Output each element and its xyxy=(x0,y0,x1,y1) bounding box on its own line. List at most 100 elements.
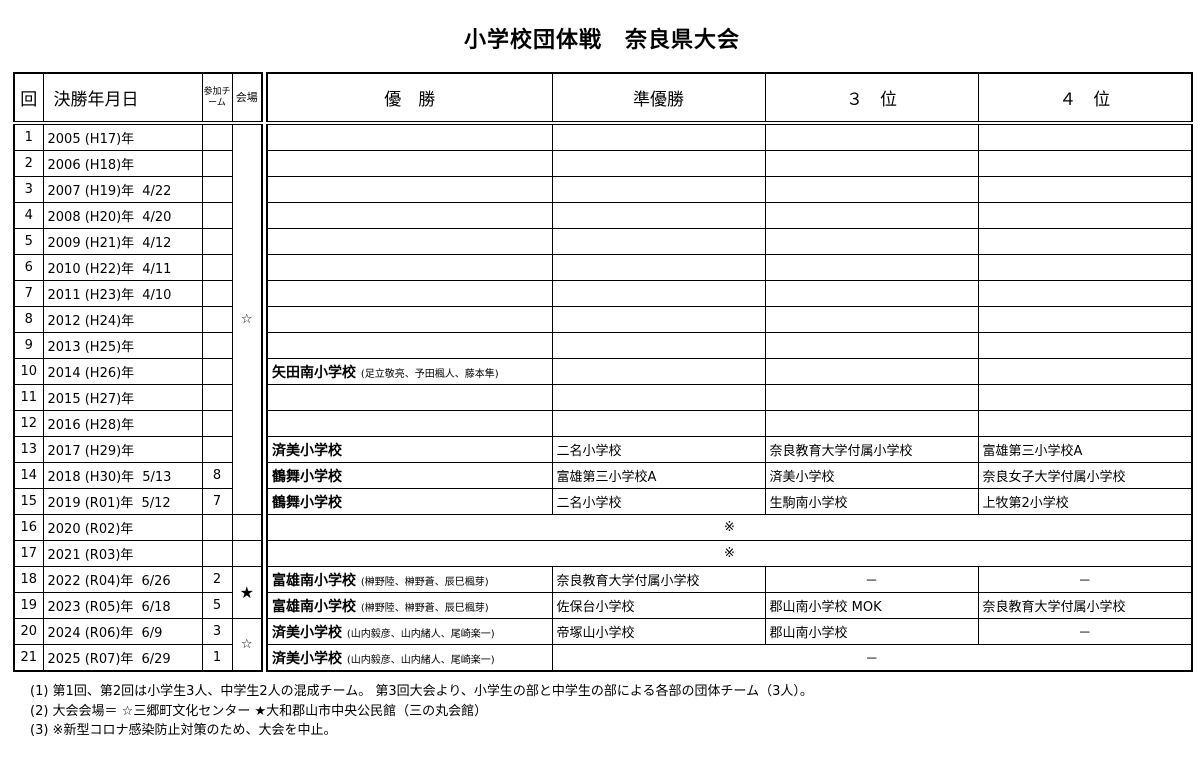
winner xyxy=(266,202,553,229)
team-count xyxy=(201,228,233,255)
runner-up xyxy=(551,384,766,411)
table-row: 20 2024 (R06)年 6/9 3 ☆ xyxy=(13,618,263,672)
final-date: 2024 (R06)年 6/9 xyxy=(42,618,203,645)
team-count: 1 xyxy=(201,644,233,672)
table-row: 15 2019 (R01)年 5/12 7 xyxy=(13,488,262,515)
year: 2021 (R03)年 xyxy=(47,548,134,563)
table-row xyxy=(266,306,1193,333)
round-number: 11 xyxy=(13,384,44,411)
table-row xyxy=(266,280,1193,307)
results-table: 優 勝 準優勝 ３ 位 ４ 位 矢田南小学校 (足立敬亮、予田楓人、藤本隼) 済… xyxy=(266,72,1193,672)
third-place: 郡山南小学校 MOK xyxy=(764,592,979,619)
cancelled-mark: ※ xyxy=(266,540,1193,567)
final-date: 2018 (H30)年 5/13 xyxy=(42,462,203,489)
year: 2006 (H18)年 xyxy=(47,158,135,173)
third-place: － xyxy=(764,566,979,593)
winner-members: (山内毅彦、山内緒人、尾崎楽一) xyxy=(346,628,495,640)
final-date: 2017 (H29)年 xyxy=(42,436,203,463)
third-place xyxy=(764,150,979,177)
table-row: 済美小学校 (山内毅彦、山内緒人、尾崎楽一) － xyxy=(266,644,1193,672)
day: 4/10 xyxy=(142,288,172,303)
table-row: 18 2022 (R04)年 6/26 2 ★ xyxy=(13,566,263,619)
year: 2011 (H23)年 xyxy=(47,288,135,303)
winner-school: 矢田南小学校 xyxy=(272,364,356,381)
team-count xyxy=(201,410,233,437)
table-row xyxy=(266,202,1193,229)
fourth-place: 奈良教育大学付属小学校 xyxy=(977,592,1193,619)
team-count xyxy=(201,332,233,359)
table-row xyxy=(266,228,1193,255)
table-row: 10 2014 (H26)年 xyxy=(13,358,262,385)
winner: 富雄南小学校 (榊野陸、榊野蒼、辰巳楓芽) xyxy=(266,592,553,619)
runner-up: 二名小学校 xyxy=(551,488,766,515)
final-date: 2010 (H22)年 4/11 xyxy=(42,254,203,281)
table-row: 17 2021 (R03)年 xyxy=(13,540,263,567)
venue-cell: ★ xyxy=(231,566,263,619)
fourth-place: 富雄第三小学校A xyxy=(977,436,1193,463)
round-number: 8 xyxy=(13,306,44,333)
round-number: 14 xyxy=(13,462,44,489)
winner: 済美小学校 (山内毅彦、山内緒人、尾崎楽一) xyxy=(266,644,553,672)
winner-members: (榊野陸、榊野蒼、辰巳楓芽) xyxy=(360,576,489,588)
round-number: 17 xyxy=(13,540,44,567)
round-number: 18 xyxy=(13,566,44,593)
fourth-place xyxy=(977,228,1193,255)
fourth-place xyxy=(977,254,1193,281)
team-count xyxy=(201,306,233,333)
third-place xyxy=(764,384,979,411)
winner-school: 富雄南小学校 xyxy=(272,598,356,615)
team-count xyxy=(201,202,233,229)
third-place xyxy=(764,228,979,255)
round-number: 13 xyxy=(13,436,44,463)
winner xyxy=(266,254,553,281)
round-number: 12 xyxy=(13,410,44,437)
table-row: 19 2023 (R05)年 6/18 5 xyxy=(13,592,262,619)
year: 2020 (R02)年 xyxy=(47,522,134,537)
runner-up: 二名小学校 xyxy=(551,436,766,463)
fourth-place: － xyxy=(977,566,1193,593)
final-date: 2013 (H25)年 xyxy=(42,332,203,359)
year: 2017 (H29)年 xyxy=(47,444,135,459)
runner-up xyxy=(551,306,766,333)
runner-up xyxy=(551,410,766,437)
team-count: 5 xyxy=(201,592,233,619)
winner xyxy=(266,228,553,255)
team-count: 3 xyxy=(201,618,233,645)
team-count xyxy=(201,540,233,567)
day: 4/20 xyxy=(142,210,172,225)
venue-cell xyxy=(231,540,263,567)
day: 4/12 xyxy=(142,236,172,251)
fourth-place: － xyxy=(977,618,1193,645)
table-row xyxy=(266,410,1193,437)
winner-school: 済美小学校 xyxy=(272,442,342,459)
third-place: 済美小学校 xyxy=(764,462,979,489)
team-count xyxy=(201,436,233,463)
table-row: 5 2009 (H21)年 4/12 xyxy=(13,228,262,255)
year: 2005 (H17)年 xyxy=(47,132,135,147)
fourth-place xyxy=(977,150,1193,177)
runner-up xyxy=(551,358,766,385)
runner-up xyxy=(551,332,766,359)
third-place: 生駒南小学校 xyxy=(764,488,979,515)
team-count xyxy=(201,122,233,151)
final-date: 2016 (H28)年 xyxy=(42,410,203,437)
third-place xyxy=(764,332,979,359)
fourth-place xyxy=(977,280,1193,307)
winner: 済美小学校 xyxy=(266,436,553,463)
final-date: 2005 (H17)年 xyxy=(42,122,203,151)
winner-members: (榊野陸、榊野蒼、辰巳楓芽) xyxy=(360,602,489,614)
table-row: 1 2005 (H17)年 ☆ xyxy=(13,122,263,515)
table-row: 14 2018 (H30)年 5/13 8 xyxy=(13,462,262,489)
runner-up: 佐保台小学校 xyxy=(551,592,766,619)
winner: 鶴舞小学校 xyxy=(266,488,553,515)
third-place xyxy=(764,254,979,281)
page-title: 小学校団体戦 奈良県大会 xyxy=(463,28,740,53)
no-other-places: － xyxy=(551,644,1193,672)
table-row: 済美小学校 (山内毅彦、山内緒人、尾崎楽一) 帝塚山小学校 郡山南小学校－ xyxy=(266,618,1193,645)
winner: 富雄南小学校 (榊野陸、榊野蒼、辰巳楓芽) xyxy=(266,566,553,593)
table-row: 13 2017 (H29)年 xyxy=(13,436,262,463)
day: 5/12 xyxy=(141,496,171,511)
round-number: 3 xyxy=(13,176,44,203)
header-date: 決勝年月日 xyxy=(42,72,203,125)
year: 2022 (R04)年 xyxy=(47,574,134,589)
